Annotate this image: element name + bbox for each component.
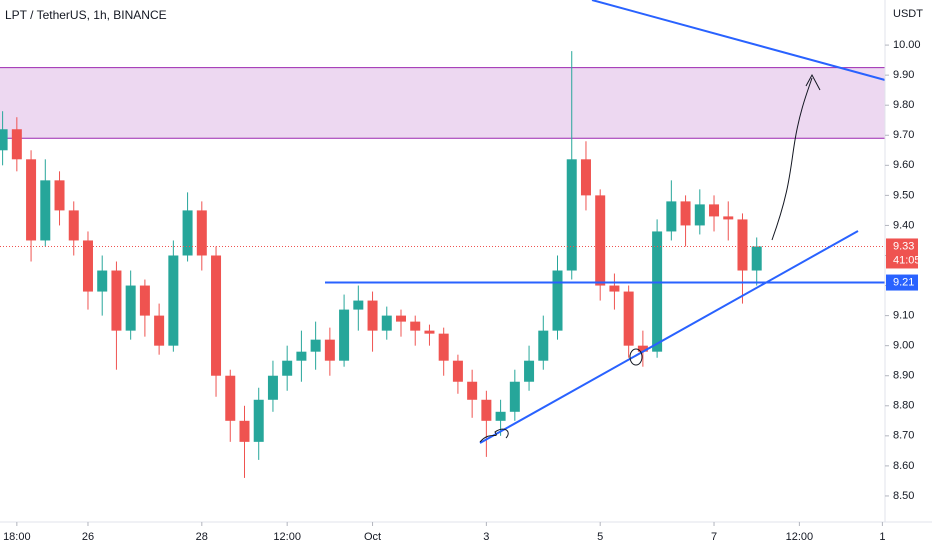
x-tick-label: 12:00	[786, 531, 814, 543]
y-tick-label: 8.70	[893, 430, 914, 442]
x-tick-label: 5	[597, 531, 603, 543]
candle-body	[680, 201, 691, 226]
candle-body	[239, 420, 250, 442]
candle-body	[438, 333, 449, 361]
candle-body	[737, 219, 748, 271]
y-tick-label: 9.60	[893, 159, 914, 171]
candle-body	[509, 381, 520, 412]
candle-body	[253, 399, 264, 442]
chart-title: LPT / TetherUS, 1h, BINANCE	[5, 8, 167, 22]
candle-body	[282, 360, 293, 376]
candle-body	[566, 159, 577, 271]
y-tick-label: 9.80	[893, 99, 914, 111]
x-tick-label: 7	[711, 531, 717, 543]
level-label: 9.21	[893, 276, 914, 288]
scribble	[629, 348, 643, 366]
candle-body	[68, 210, 79, 241]
candle-body	[296, 351, 307, 361]
last-price-tag	[886, 238, 918, 269]
candle-body	[595, 195, 606, 286]
y-tick-label: 8.50	[893, 490, 914, 502]
y-tick-label: 9.70	[893, 129, 914, 141]
drawn-arrow	[771, 77, 813, 241]
candle-body	[196, 210, 207, 256]
level-tag	[886, 274, 918, 291]
candle-body	[26, 159, 37, 241]
candle-body	[410, 321, 421, 331]
candle-body	[339, 309, 350, 361]
y-tick-label: 9.40	[893, 219, 914, 231]
candle-body	[111, 270, 122, 331]
candle-body	[139, 285, 150, 316]
candle-body	[751, 246, 762, 271]
candle-body	[424, 330, 435, 334]
candle-body	[11, 129, 22, 160]
candle-body	[54, 180, 65, 211]
candle-body	[82, 240, 93, 292]
candle-body	[452, 360, 463, 382]
candle-body	[538, 330, 549, 361]
candle-body	[723, 216, 734, 220]
candle-body	[97, 270, 108, 292]
candle-body	[310, 339, 321, 352]
trend-line	[479, 230, 859, 444]
candle-body	[168, 255, 179, 346]
y-axis-label: USDT	[893, 8, 923, 20]
candle-body	[709, 204, 720, 217]
y-tick-label: 8.60	[893, 460, 914, 472]
candle-body	[552, 270, 563, 331]
candle-body	[211, 255, 222, 376]
y-tick-label: 9.00	[893, 340, 914, 352]
plot-area	[0, 51, 885, 478]
candle-body	[353, 300, 364, 310]
candle-body	[580, 159, 591, 196]
candle-body	[367, 300, 378, 331]
countdown: 41:05	[893, 254, 921, 266]
candle-body	[125, 285, 136, 331]
candle-body	[381, 315, 392, 331]
scribble	[479, 428, 509, 443]
last-price-label: 9.33	[893, 240, 914, 252]
y-tick-label: 10.00	[893, 39, 921, 51]
y-tick-label: 9.50	[893, 189, 914, 201]
trend-line	[591, 0, 886, 81]
candle-body	[467, 381, 478, 400]
candle-body	[652, 231, 663, 352]
candle-body	[225, 375, 236, 421]
y-tick-label: 8.90	[893, 370, 914, 382]
x-tick-label: 12:00	[273, 531, 301, 543]
candle-body	[324, 339, 335, 361]
x-tick-label: 3	[483, 531, 489, 543]
candle-body	[182, 210, 193, 256]
zone	[0, 67, 885, 139]
candle-body	[40, 180, 51, 241]
candle-body	[609, 285, 620, 292]
candle-body	[0, 129, 8, 151]
x-tick-label: 18:00	[3, 531, 31, 543]
candle-body	[481, 399, 492, 421]
candle-body	[267, 375, 278, 400]
candle-body	[623, 291, 634, 346]
candle-body	[396, 315, 407, 322]
x-tick-label: 26	[82, 531, 94, 543]
y-tick-label: 9.10	[893, 310, 914, 322]
x-tick-label: Oct	[364, 531, 381, 543]
candle-body	[524, 360, 535, 382]
x-tick-label: 1	[879, 531, 885, 543]
x-tick-label: 28	[196, 531, 208, 543]
candle-body	[666, 201, 677, 232]
y-tick-label: 9.90	[893, 69, 914, 81]
arrow-head	[805, 73, 821, 91]
candle-body	[694, 204, 705, 226]
candle-body	[154, 315, 165, 346]
y-tick-label: 8.80	[893, 400, 914, 412]
candle-body	[637, 345, 648, 352]
candle-body	[495, 411, 506, 421]
